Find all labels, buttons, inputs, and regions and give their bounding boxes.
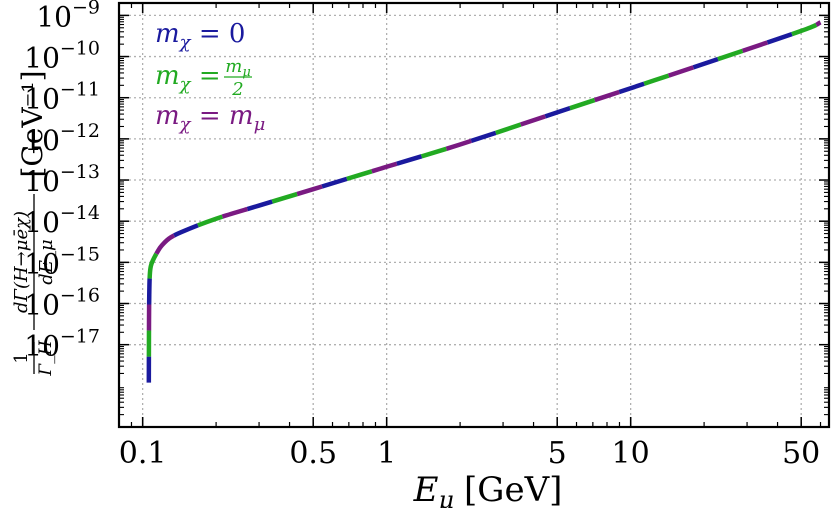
legend-rhs: m: [229, 101, 254, 131]
legend-symbol: m: [155, 61, 180, 91]
x-tick-label: 50: [782, 436, 820, 471]
legend-symbol: m: [155, 101, 180, 131]
y-label-prefix-den: Γ_H: [36, 339, 56, 376]
legend-frac-num: mμ: [225, 56, 251, 80]
x-tick-label: 5: [548, 436, 567, 471]
y-tick-label: 10−10: [24, 38, 100, 75]
y-tick-exponent: −16: [60, 285, 100, 307]
legend-subscript: χ: [178, 74, 192, 95]
y-tick-label: 10−17: [24, 326, 100, 363]
x-tick-label: 10: [612, 436, 650, 471]
legend-equals: =: [191, 61, 221, 91]
legend-frac-num-sub: μ: [242, 65, 250, 80]
y-label-prefix-num: 1: [11, 352, 32, 363]
legend-subscript: χ: [178, 32, 192, 53]
y-tick-base: 10: [24, 247, 60, 280]
legend-value: = 0: [191, 19, 246, 49]
ticks: [118, 2, 829, 427]
y-tick-base: 10: [24, 206, 60, 239]
y-axis-label: 1 Γ_H dΓ(H→μēχ) dE_μ [GeV⁻¹]: [11, 70, 57, 376]
legend-entry-0: mχ = 0: [155, 19, 245, 53]
y-tick-exponent: −10: [60, 38, 100, 60]
y-tick-exponent: −11: [60, 79, 100, 101]
y-tick-exponent: −17: [60, 326, 100, 348]
y-tick-exponent: −12: [60, 120, 100, 142]
series-line-0: [146, 20, 822, 383]
legend-rhs-subscript: μ: [254, 114, 266, 135]
x-axis-symbol: E: [413, 470, 439, 508]
y-tick-base: 10: [24, 42, 60, 75]
y-tick-base: 10: [24, 124, 60, 157]
y-tick-label: 10−13: [24, 161, 100, 198]
x-axis-unit: [GeV]: [464, 470, 562, 508]
y-tick-label: 10−9: [36, 0, 100, 33]
y-tick-label: 10−15: [24, 243, 100, 280]
y-tick-base: 10: [24, 165, 60, 198]
y-label-den: dE_μ: [36, 239, 57, 284]
x-axis-subscript: μ: [438, 486, 454, 508]
legend-frac-den: 2: [231, 79, 243, 100]
y-tick-label: 10−16: [24, 285, 100, 322]
y-tick-exponent: −9: [72, 0, 100, 18]
legend-symbol: m: [155, 19, 180, 49]
legend-subscript: χ: [178, 114, 192, 135]
y-tick-label: 10−12: [24, 120, 100, 157]
legend-entry-1: mχ =: [155, 61, 221, 95]
y-tick-exponent: −15: [60, 243, 100, 265]
y-tick-exponent: −13: [60, 161, 100, 183]
x-tick-label: 0.5: [289, 436, 337, 471]
tick-labels: 0.1 0.5 1 5 10 5010−910−1010−1110−1210−1310−1…: [24, 0, 820, 471]
y-label-unit: [GeV⁻¹]: [16, 70, 49, 177]
x-axis-label: Eμ [GeV]: [413, 470, 563, 508]
legend-equals: =: [191, 101, 229, 131]
y-tick-base: 10: [24, 83, 60, 116]
y-tick-label: 10−14: [24, 202, 100, 239]
y-tick-exponent: −14: [60, 202, 100, 224]
x-tick-label: 1: [377, 436, 396, 471]
y-label-num: dΓ(H→μēχ): [11, 211, 32, 313]
y-tick-base: 10: [36, 0, 72, 33]
y-tick-label: 10−11: [24, 79, 100, 116]
legend-entry-2: mχ = mμ: [155, 101, 265, 135]
curves: [146, 20, 822, 383]
plot-frame: [117, 1, 831, 429]
y-tick-base: 10: [24, 289, 60, 322]
legend-frac-num-m: m: [225, 56, 242, 77]
series-line-1: [146, 20, 822, 383]
y-tick-base: 10: [24, 330, 60, 363]
x-tick-label: 0.1: [119, 436, 167, 471]
